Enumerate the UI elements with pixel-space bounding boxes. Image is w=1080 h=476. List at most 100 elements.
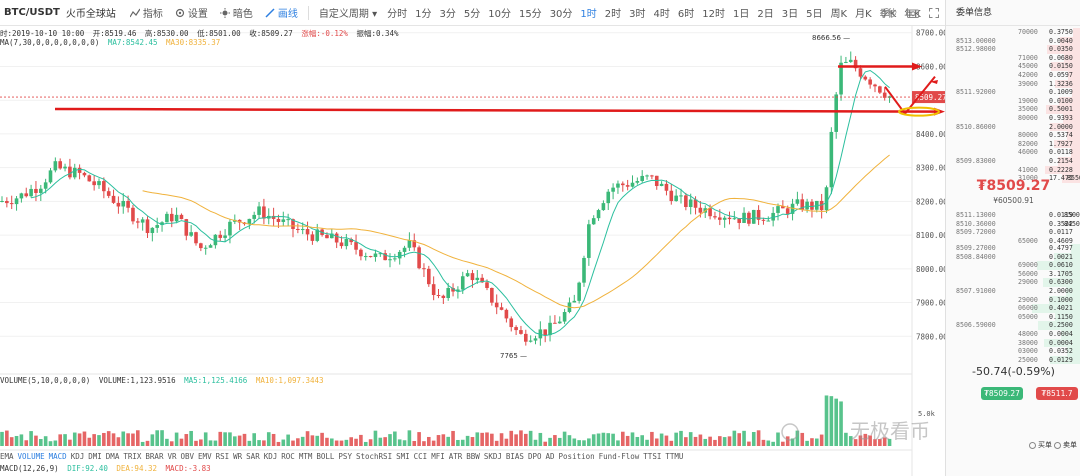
indicator-tab-0[interactable]: EMA — [0, 452, 14, 461]
ask-row[interactable]: 8511.92000 0.1009 — [946, 88, 1080, 97]
period-18[interactable]: 月K — [855, 9, 872, 20]
bid-row[interactable]: 29000 0.1000 — [946, 295, 1080, 305]
indicator-tab-26[interactable]: BIAS — [505, 452, 524, 461]
indicator-tab-25[interactable]: SKDJ — [483, 452, 502, 461]
indicator-tab-9[interactable]: OBV — [180, 452, 195, 461]
period-16[interactable]: 5日 — [806, 9, 823, 20]
bid-row[interactable]: 8509.27000 0.4797 — [946, 244, 1080, 253]
ask-row[interactable]: 46000 0.0118 — [946, 148, 1080, 157]
bid-row[interactable]: 29000 0.6300 — [946, 278, 1080, 287]
period-13[interactable]: 1日 — [733, 9, 750, 20]
bid-row[interactable]: 03000 0.0352 — [946, 347, 1080, 356]
indicator-tab-27[interactable]: DPO — [527, 452, 542, 461]
period-15[interactable]: 3日 — [781, 9, 799, 20]
indicator-tab-21[interactable]: CCI — [413, 452, 428, 461]
indicator-tab-2[interactable]: MACD — [48, 452, 67, 461]
period-0[interactable]: 分时 — [387, 9, 408, 20]
ask-row[interactable]: 70000 0.3750 — [946, 28, 1080, 37]
indicator-tab-7[interactable]: BRAR — [145, 452, 164, 461]
indicator-tab-16[interactable]: MTM — [298, 452, 313, 461]
indicator-tab-29[interactable]: Position — [558, 452, 595, 461]
ask-row[interactable]: 82000 1.7927 — [946, 139, 1080, 149]
ask-row[interactable]: 31000 17.475 — [946, 174, 1080, 183]
indicator-tab-31[interactable]: TTSI — [643, 452, 662, 461]
fullscreen-icon[interactable] — [929, 7, 939, 18]
indicator-tab-24[interactable]: BBW — [466, 452, 480, 461]
indicator-tab-23[interactable]: ATR — [448, 452, 463, 461]
indicator-tab-17[interactable]: BOLL — [316, 452, 335, 461]
camera-icon[interactable] — [907, 8, 919, 18]
ask-row[interactable]: 80000 0.5374 — [946, 131, 1080, 140]
period-3[interactable]: 5分 — [463, 9, 481, 20]
bid-row[interactable]: 48000 0.0004 — [946, 330, 1080, 339]
chart-area[interactable]: 8700.008600.008500.008400.008300.008200.… — [0, 26, 945, 476]
sell-price-button[interactable]: ₮8511.7 — [1036, 387, 1078, 400]
bid-row[interactable]: 8508.84000 0.0021 — [946, 252, 1080, 262]
indicator-tab-15[interactable]: ROC — [281, 452, 295, 461]
buy-price-button[interactable]: ₮8509.27 — [981, 387, 1023, 400]
candlestick-chart[interactable]: 8700.008600.008500.008400.008300.008200.… — [0, 26, 945, 476]
ask-row[interactable]: 19000 0.0100 — [946, 96, 1080, 106]
indicator-tab-28[interactable]: AD — [545, 452, 555, 461]
bid-row[interactable]: 56000 3.1705 — [946, 269, 1080, 279]
indicator-tab-14[interactable]: KDJ — [263, 452, 278, 461]
period-12[interactable]: 12时 — [702, 9, 726, 20]
ask-row[interactable]: 8512.98000 0.0350 — [946, 45, 1080, 54]
period-14[interactable]: 2日 — [757, 9, 774, 20]
settings-button[interactable]: 设置 — [175, 5, 208, 20]
indicator-tab-22[interactable]: MFI — [431, 452, 445, 461]
indicator-tab-20[interactable]: SMI — [396, 452, 410, 461]
period-10[interactable]: 4时 — [653, 9, 670, 20]
indicator-tab-30[interactable]: Fund-Flow — [598, 452, 640, 461]
indicator-tab-6[interactable]: TRIX — [123, 452, 142, 461]
period-1[interactable]: 1分 — [415, 9, 432, 20]
bid-row[interactable]: 8507.91000 2.0000 — [946, 287, 1080, 296]
period-20[interactable]: 年K — [904, 9, 921, 20]
ask-row[interactable]: 8510.86000 2.0000 — [946, 122, 1080, 132]
custom-period-dropdown[interactable]: 自定义周期 ▾ — [318, 9, 378, 20]
indicator-tab-13[interactable]: SAR — [246, 452, 260, 461]
indicator-tab-19[interactable]: StochRSI — [355, 452, 393, 461]
bid-row[interactable]: 38000 0.0004 — [946, 338, 1080, 348]
ask-row[interactable]: 35000 0.5001 — [946, 105, 1080, 114]
bid-row[interactable]: 25000 0.0129 — [946, 355, 1080, 365]
indicator-tab-18[interactable]: PSY — [338, 452, 352, 461]
indicators-button[interactable]: 指标 — [129, 5, 163, 20]
bid-top-row[interactable]: 8510.36000 0.3522 8450 — [946, 220, 1080, 229]
ask-row[interactable]: 71000 0.0680 — [946, 53, 1080, 63]
period-19[interactable]: 季K — [879, 9, 897, 20]
bid-top-row[interactable]: 8511.13000 0.0119 8500 — [946, 211, 1080, 220]
bid-row[interactable]: 8506.59000 0.2500 — [946, 321, 1080, 330]
indicator-tab-5[interactable]: DMA — [105, 452, 120, 461]
indicator-tab-4[interactable]: DMI — [88, 452, 102, 461]
ask-row[interactable]: 41000 0.2228 — [946, 165, 1080, 175]
ask-row[interactable]: 80000 0.9393 — [946, 114, 1080, 123]
bid-row[interactable]: 06000 0.4021 — [946, 304, 1080, 313]
draw-line-button[interactable]: 画线 — [265, 5, 298, 20]
period-11[interactable]: 6时 — [677, 9, 695, 20]
bid-top-row[interactable]: 8509.72000 0.0117 — [946, 228, 1080, 237]
period-7[interactable]: 1时 — [580, 9, 597, 20]
bid-row[interactable]: 05000 0.1150 — [946, 312, 1080, 322]
ask-row[interactable]: 45000 0.0150 — [946, 62, 1080, 71]
period-4[interactable]: 10分 — [488, 9, 511, 20]
indicator-tab-10[interactable]: EMV — [198, 452, 212, 461]
bid-row[interactable]: 69000 0.0610 — [946, 261, 1080, 270]
ask-row[interactable]: 42000 0.0597 — [946, 71, 1080, 80]
ask-row[interactable]: 39000 1.3236 — [946, 79, 1080, 89]
indicator-tab-12[interactable]: WR — [233, 452, 243, 461]
ask-row[interactable]: 8509.83000 0.2154 — [946, 157, 1080, 166]
period-9[interactable]: 3时 — [629, 9, 646, 20]
indicator-tab-3[interactable]: KDJ — [70, 452, 85, 461]
period-5[interactable]: 15分 — [518, 9, 542, 20]
symbol-label[interactable]: BTC/USDT — [4, 7, 60, 18]
period-6[interactable]: 30分 — [549, 9, 573, 20]
bid-top-row[interactable]: 65000 0.4609 — [946, 237, 1080, 246]
indicator-tab-8[interactable]: VR — [167, 452, 177, 461]
indicator-tab-11[interactable]: RSI — [215, 452, 230, 461]
indicator-tab-32[interactable]: TTMU — [665, 452, 684, 461]
period-2[interactable]: 3分 — [439, 9, 456, 20]
indicator-tab-1[interactable]: VOLUME — [17, 452, 45, 461]
ask-row[interactable]: 8513.00000 0.0040 — [946, 36, 1080, 46]
period-8[interactable]: 2时 — [604, 9, 622, 20]
